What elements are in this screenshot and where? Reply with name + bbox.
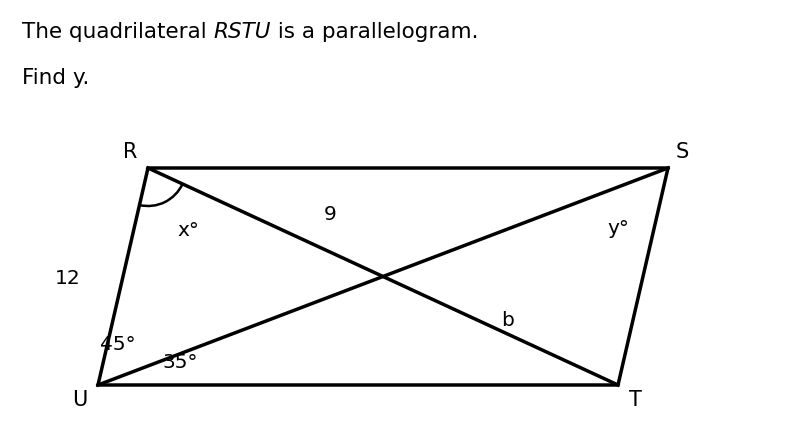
Text: 9: 9: [324, 206, 336, 225]
Text: R: R: [123, 142, 137, 162]
Text: The quadrilateral: The quadrilateral: [22, 22, 214, 42]
Text: y°: y°: [607, 218, 629, 237]
Text: S: S: [675, 142, 689, 162]
Text: is a parallelogram.: is a parallelogram.: [271, 22, 478, 42]
Text: x°: x°: [177, 221, 199, 240]
Text: 35°: 35°: [162, 353, 198, 371]
Text: b: b: [502, 310, 514, 329]
Text: RSTU: RSTU: [214, 22, 271, 42]
Text: 45°: 45°: [100, 335, 136, 354]
Text: U: U: [72, 390, 88, 410]
Text: 12: 12: [55, 268, 81, 287]
Text: Find y.: Find y.: [22, 68, 90, 88]
Text: T: T: [629, 390, 642, 410]
